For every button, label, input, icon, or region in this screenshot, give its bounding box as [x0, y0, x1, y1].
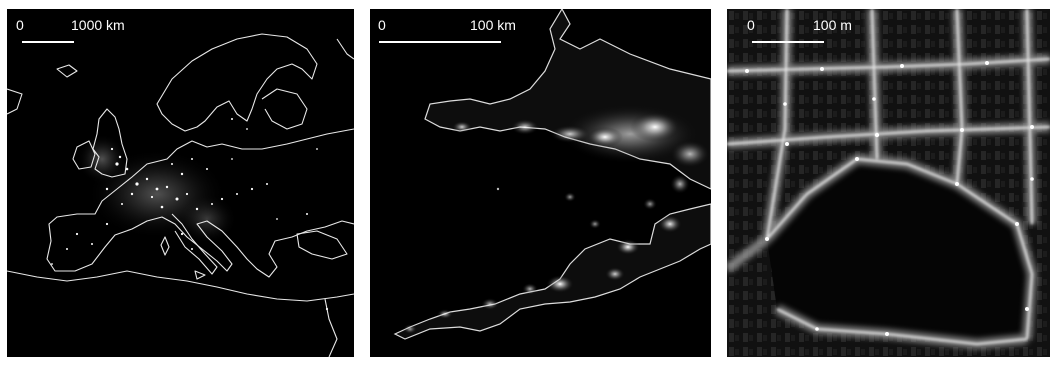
scale-line — [379, 41, 501, 43]
scale-distance-label: 1000 km — [71, 17, 125, 33]
scale-bar: 0 100 m — [727, 9, 1050, 49]
urban-night-map — [727, 9, 1050, 357]
scale-zero-label: 0 — [16, 17, 24, 33]
urban-night-lights-panel: 0 100 m — [727, 9, 1050, 357]
europe-night-map — [7, 33, 354, 357]
scale-line — [22, 41, 74, 43]
scale-zero-label: 0 — [747, 17, 755, 33]
scale-line — [752, 41, 824, 43]
city-lights — [51, 118, 329, 311]
europe-night-lights-panel: 0 1000 km — [7, 9, 354, 357]
scale-bar: 0 100 km — [370, 9, 711, 49]
scale-distance-label: 100 m — [813, 17, 852, 33]
scale-distance-label: 100 km — [470, 17, 516, 33]
regional-night-lights-panel: 0 100 km — [370, 9, 711, 357]
scale-bar: 0 1000 km — [7, 9, 354, 49]
regional-night-map — [393, 9, 711, 340]
scale-zero-label: 0 — [378, 17, 386, 33]
